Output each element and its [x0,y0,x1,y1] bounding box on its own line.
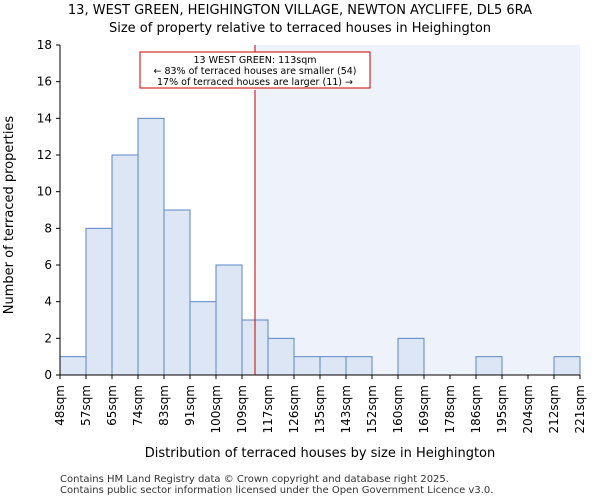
x-tick-label: 178sqm [443,385,457,433]
x-tick-label: 160sqm [391,385,405,433]
chart-title: 13, WEST GREEN, HEIGHINGTON VILLAGE, NEW… [67,3,533,18]
footer-line-2: Contains public sector information licen… [60,485,494,496]
annotation-line-3: 17% of terraced houses are larger (11) → [157,77,353,88]
bar [163,209,191,376]
x-tick-label: 65sqm [105,385,119,426]
bar [85,227,113,376]
bar [553,356,581,376]
bar [397,337,425,376]
chart-subtitle: Size of property relative to terraced ho… [108,21,492,36]
y-tick-label: 10 [37,185,52,199]
bar [111,154,139,376]
bar-chart: 0 2 4 6 8 10 12 14 16 18 48sqm 57sqm 65sqm 74sqm 83sqm… [2,38,587,461]
x-tick-label: 212sqm [547,385,561,433]
annotation-box [139,51,371,89]
x-axis-label: Distribution of terraced houses by size … [145,446,495,461]
x-tick-label: 117sqm [261,385,275,433]
x-tick-label: 169sqm [417,385,431,433]
bar [189,301,217,376]
x-tick-label: 195sqm [495,385,509,433]
bar [345,356,373,376]
x-tick-label: 100sqm [209,385,223,433]
y-tick-label: 2 [44,331,52,345]
x-tick-label: 126sqm [287,385,301,433]
y-tick-label: 0 [44,368,52,382]
y-axis-label: Number of terraced properties [2,116,17,315]
bar [319,356,347,376]
x-tick-label: 57sqm [79,385,93,426]
bar [59,356,87,376]
x-tick-label: 109sqm [235,385,249,433]
x-tick-label: 83sqm [157,385,171,426]
y-tick-label: 8 [44,221,52,235]
bar [293,356,321,376]
annotation-line-2: ← 83% of terraced houses are smaller (54… [153,66,356,77]
y-tick-label: 12 [37,148,52,162]
y-tick-label: 18 [37,38,52,52]
x-tick-label: 221sqm [573,385,587,433]
x-tick-label: 91sqm [183,385,197,426]
y-tick-label: 16 [37,75,52,89]
y-tick-label: 14 [37,111,52,125]
annotation-line-1: 13 WEST GREEN: 113sqm [193,55,316,66]
x-tick-label: 48sqm [53,385,67,426]
x-tick-label: 204sqm [521,385,535,433]
bar [475,356,503,376]
bar [137,117,165,376]
y-tick-label: 6 [44,258,52,272]
footer-line-1: Contains HM Land Registry data © Crown c… [60,474,449,485]
x-tick-label: 135sqm [313,385,327,433]
x-tick-label: 152sqm [365,385,379,433]
bar [215,264,243,376]
y-tick-label: 4 [44,295,52,309]
x-tick-label: 143sqm [339,385,353,433]
bar [267,337,295,376]
x-tick-label: 74sqm [131,385,145,426]
larger-region-shade [255,45,580,375]
x-tick-label: 186sqm [469,385,483,433]
